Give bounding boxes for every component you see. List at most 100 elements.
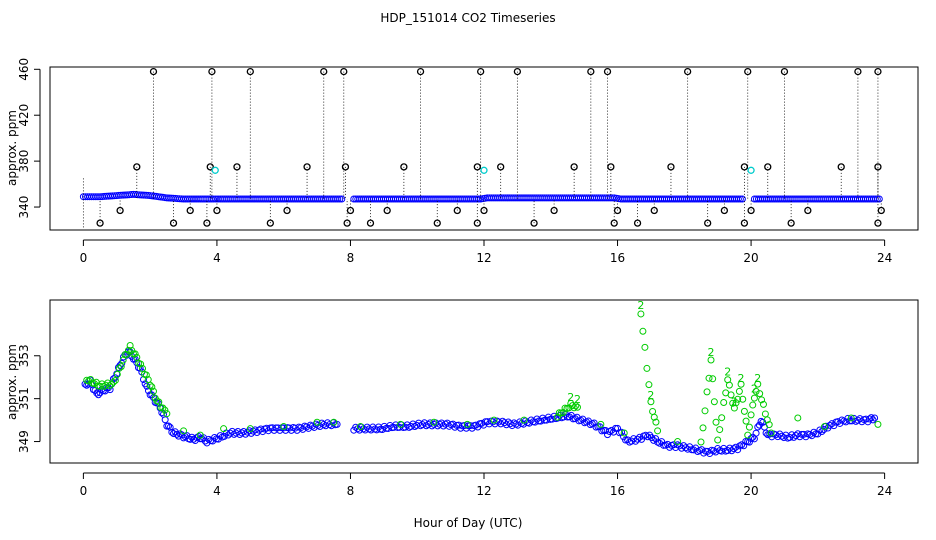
- baseline-point: [336, 195, 344, 203]
- series-2-peak-label: 2: [637, 299, 644, 312]
- series-3-point: [656, 439, 664, 447]
- series-2-point: [196, 431, 204, 439]
- series-3-point: [94, 391, 102, 399]
- outlier-point: [116, 206, 124, 215]
- series-2-point: [117, 363, 125, 371]
- series-2-point: [705, 374, 713, 382]
- outlier-point: [266, 219, 274, 227]
- outlier-point: [480, 206, 488, 215]
- baseline-point: [734, 195, 742, 203]
- series-2-point: [729, 399, 737, 407]
- series-3-point: [143, 382, 151, 390]
- series-2-point: [710, 398, 718, 406]
- top-x-tick-label: 24: [877, 251, 892, 265]
- series-2-point: [113, 370, 121, 378]
- series-2-point: [146, 381, 154, 389]
- series-2-point: [734, 395, 742, 403]
- series-3-point: [573, 413, 581, 421]
- outlier-point: [233, 163, 241, 171]
- series-2-point: [637, 310, 645, 318]
- outlier-point: [346, 206, 355, 215]
- series-2-point: [573, 403, 581, 411]
- bottom-y-tick-label: 353: [17, 344, 31, 367]
- series-2-point: [739, 395, 747, 403]
- series-2-point: [131, 350, 139, 358]
- outlier-point: [720, 206, 729, 215]
- outlier-point: [683, 67, 692, 76]
- series-2-point: [109, 378, 117, 386]
- series-3-point: [642, 431, 650, 439]
- series-2-point: [725, 381, 733, 389]
- series-2-peak-label: 2: [731, 395, 738, 408]
- series-2-point: [874, 420, 882, 428]
- series-2-point: [737, 380, 745, 388]
- series-2-point: [397, 420, 405, 428]
- series-2-point: [126, 341, 134, 349]
- bottom-y-axis: 349 351 353: [17, 344, 41, 453]
- outlier-point: [473, 219, 481, 227]
- outlier-point: [283, 206, 291, 215]
- series-3-point: [161, 416, 169, 424]
- series-3-point: [730, 445, 738, 453]
- x-axis-label: Hour of Day (UTC): [414, 516, 523, 530]
- outlier-point: [366, 219, 375, 227]
- series-3-point: [682, 444, 690, 452]
- outlier-point: [340, 67, 348, 76]
- outlier-point: [854, 67, 862, 76]
- outlier-point: [780, 67, 789, 76]
- series-2-point: [847, 414, 855, 422]
- top-panel: 0 4 8 12 16 20 24 340 380 420 460 approx. ppm: [5, 58, 919, 265]
- series-3-point: [871, 414, 879, 422]
- series-3-point: [698, 446, 706, 454]
- series-2-point: [647, 398, 655, 406]
- outlier-point: [416, 67, 425, 76]
- series-2-point: [763, 416, 771, 424]
- baseline-point: [873, 195, 881, 203]
- outlier-point: [453, 206, 461, 215]
- series-2-point: [707, 356, 715, 364]
- outlier-point: [667, 163, 675, 171]
- series-2-point: [645, 381, 653, 389]
- series-3-point: [166, 423, 174, 431]
- top-plot-frame: [49, 66, 919, 231]
- series-2-peak-label: 2: [708, 346, 715, 359]
- series-2-point: [727, 391, 735, 399]
- outlier-point: [246, 67, 254, 76]
- series-3-point: [867, 414, 875, 422]
- series-2-point: [718, 414, 726, 422]
- top-x-tick-label: 0: [80, 251, 88, 265]
- series-3-point: [757, 417, 765, 425]
- series-2-point: [163, 410, 171, 418]
- series-2-point: [752, 387, 760, 395]
- series-2-point: [280, 423, 288, 431]
- bottom-x-tick-label: 16: [610, 484, 625, 498]
- series-2-point: [108, 380, 116, 388]
- outlier-point: [341, 163, 350, 171]
- series-2-point: [758, 396, 766, 404]
- baseline-point: [334, 195, 342, 203]
- series-3-point: [165, 422, 173, 430]
- series-2-point: [821, 423, 829, 431]
- series-2-point: [744, 431, 752, 439]
- outlier-point: [704, 219, 712, 227]
- series-2-point: [767, 429, 775, 437]
- series-2-point: [115, 364, 123, 372]
- outlier-point: [877, 206, 885, 215]
- series-3-point: [173, 430, 181, 438]
- series-3-point: [220, 432, 228, 440]
- series-2-point: [356, 423, 364, 431]
- outlier-point: [607, 163, 615, 171]
- top-x-tick-label: 20: [743, 251, 758, 265]
- series-3-point: [660, 441, 668, 449]
- series-2-peak-label: 2: [647, 389, 654, 402]
- series-2-peak-label: 2: [751, 383, 758, 396]
- bottom-plot-frame: [49, 299, 919, 464]
- series-2-point: [712, 418, 720, 426]
- outlier-point: [133, 163, 141, 171]
- series-2-point: [111, 376, 119, 384]
- outlier-point: [477, 67, 485, 76]
- series-3-point: [214, 435, 222, 443]
- series-3-point: [754, 423, 762, 431]
- series-2-point: [142, 371, 150, 379]
